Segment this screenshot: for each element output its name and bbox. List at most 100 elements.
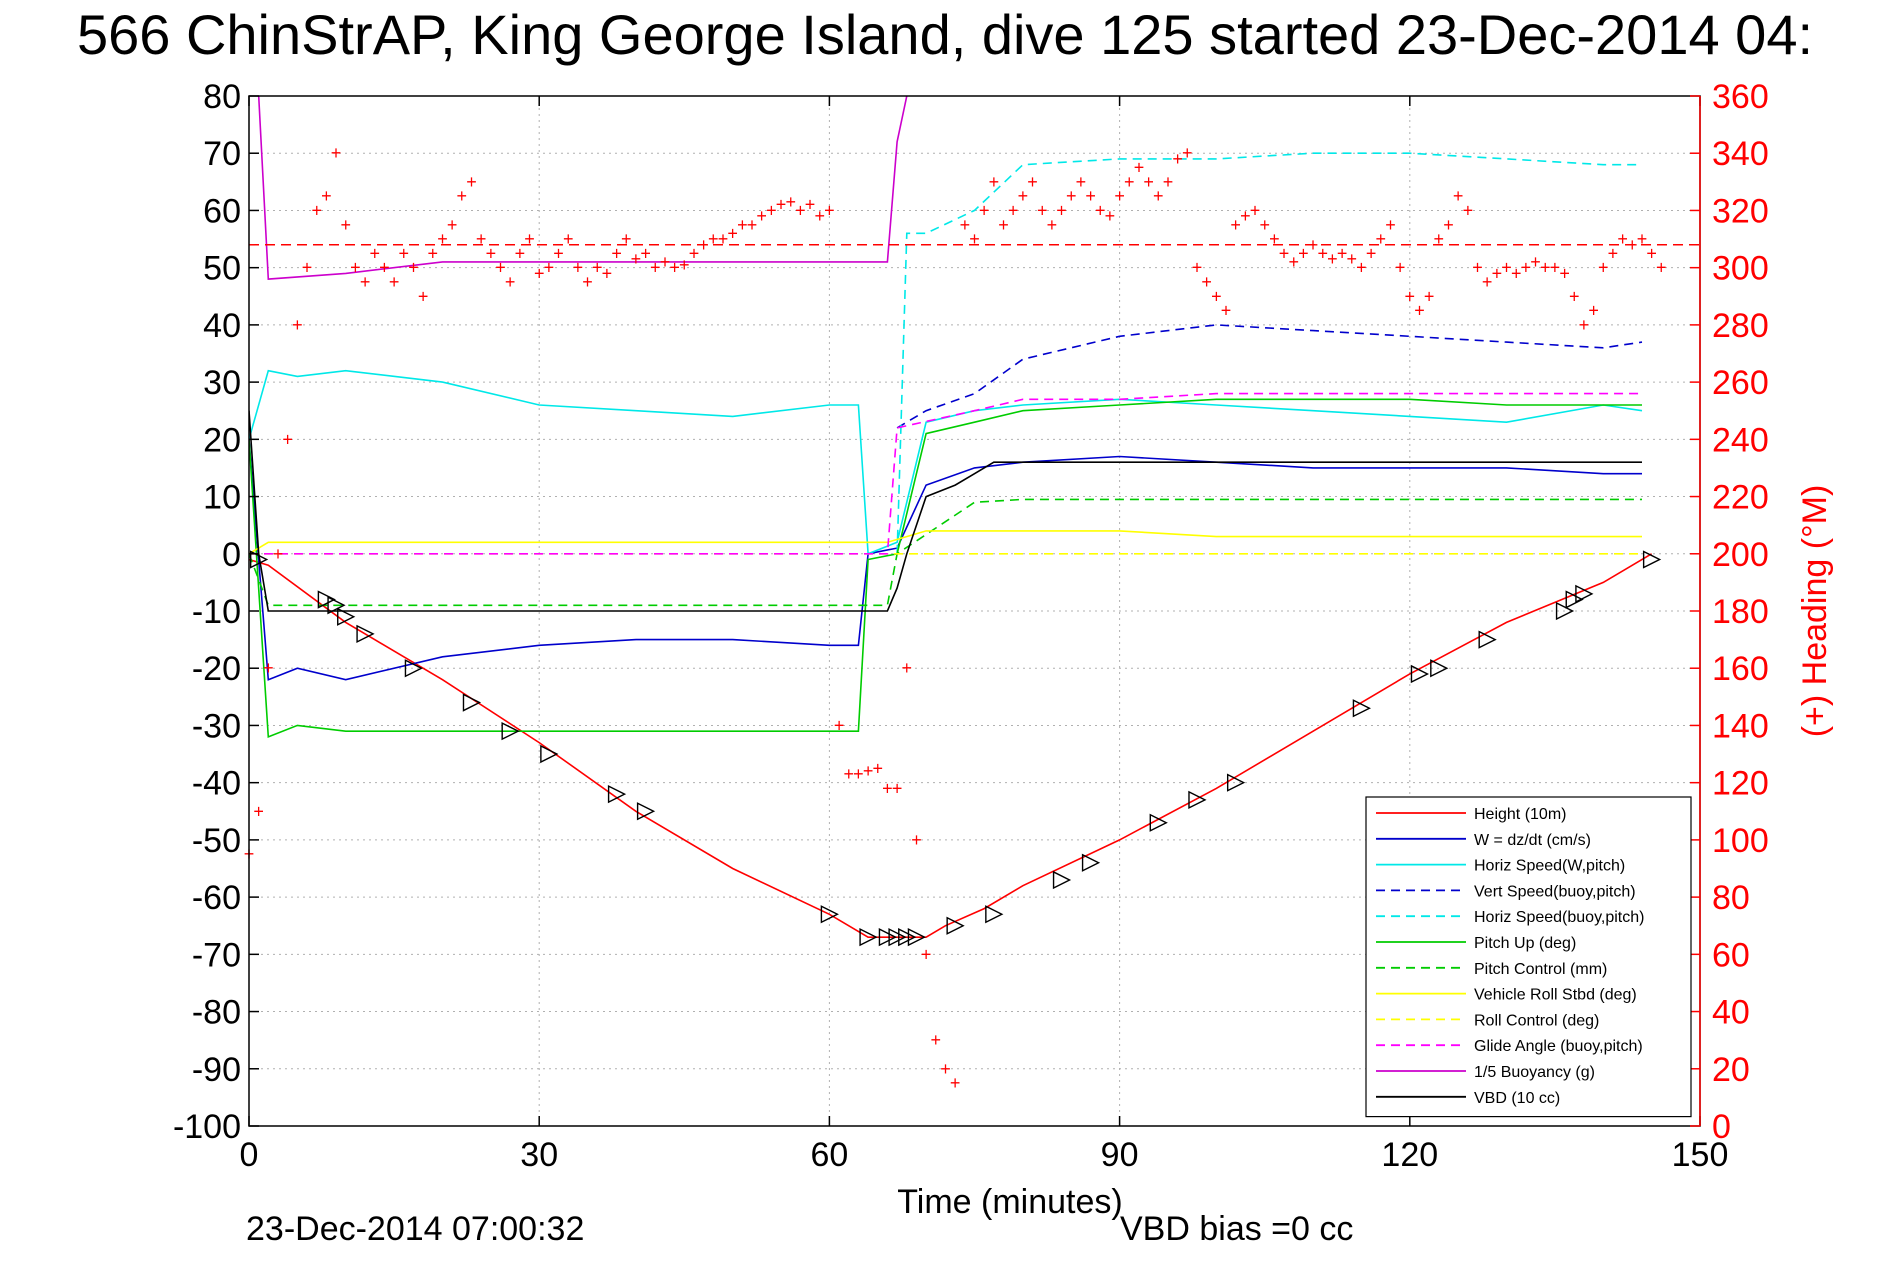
heading-point: + (1424, 286, 1435, 306)
heading-point: + (1327, 249, 1338, 269)
y-left-tick-label: -50 (192, 822, 241, 860)
dive-marker (1555, 601, 1575, 621)
heading-point: + (1143, 172, 1154, 192)
grid-layer (249, 96, 1700, 1126)
legend-label: Height (10m) (1474, 806, 1566, 823)
heading-point: + (960, 215, 971, 235)
heading-point: + (776, 195, 787, 215)
heading-point: + (747, 215, 758, 235)
heading-point: + (1463, 200, 1474, 220)
y-left-tick-label: -100 (173, 1108, 241, 1146)
heading-point: + (1443, 215, 1454, 235)
x-axis-label: Time (minutes) (897, 1183, 1122, 1221)
heading-point: + (1637, 229, 1648, 249)
dive-marker (907, 928, 927, 947)
y-left-tick-label: -20 (192, 650, 241, 688)
y-left-tick-label: -70 (192, 936, 241, 974)
dive-marker (946, 916, 965, 935)
heading-layer: +++++++++++++++++++++++++++++++ ++++++ +++… (244, 143, 1700, 1093)
dive-marker (1565, 590, 1584, 609)
y-right-tick-label: 60 (1712, 936, 1750, 974)
heading-point: + (824, 200, 835, 220)
heading-point: + (1211, 286, 1222, 306)
dive-marker (404, 659, 424, 678)
heading-point: + (1569, 286, 1580, 306)
heading-point: + (399, 243, 410, 263)
heading-point: + (1511, 263, 1522, 283)
heading-point: + (573, 258, 584, 278)
heading-point: + (263, 658, 274, 678)
heading-point: + (447, 215, 458, 235)
heading-point: + (1221, 301, 1232, 321)
heading-point: + (331, 143, 342, 163)
heading-point: + (1018, 186, 1029, 206)
series-line (249, 530, 1642, 555)
dive-marker (317, 590, 336, 609)
heading-point: + (1008, 200, 1019, 220)
y-left-tick-label: 70 (203, 135, 241, 173)
heading-point: + (437, 229, 448, 249)
heading-point: + (311, 200, 322, 220)
heading-point: + (486, 243, 497, 263)
heading-point: + (1579, 315, 1590, 335)
heading-point: + (621, 229, 632, 249)
series-line (249, 398, 1642, 739)
x-tick-label: 120 (1381, 1136, 1438, 1174)
heading-point: + (921, 944, 932, 964)
heading-point: + (253, 801, 264, 821)
dive-marker (1352, 699, 1371, 718)
dive-marker (1081, 853, 1101, 872)
heading-point: + (737, 215, 748, 235)
heading-point: + (660, 252, 671, 272)
heading-point: + (1366, 243, 1377, 263)
y-left-tick-label: -10 (192, 593, 241, 631)
heading-point: + (1163, 172, 1174, 192)
heading-point: + (1559, 263, 1570, 283)
heading-point: + (1385, 215, 1396, 235)
y-left-tick-label: 50 (203, 250, 241, 288)
heading-point: + (1134, 158, 1145, 178)
heading-point: + (1501, 258, 1512, 278)
heading-point: + (1279, 243, 1290, 263)
heading-point: + (1492, 263, 1503, 283)
heading-point: + (340, 215, 351, 235)
y-right-tick-label: 160 (1712, 650, 1769, 688)
heading-point: + (785, 192, 796, 212)
heading-point: + (873, 758, 884, 778)
heading-point: + (1240, 206, 1251, 226)
heading-point: + (1453, 186, 1464, 206)
y-right-tick-label: 100 (1712, 822, 1769, 860)
heading-point: + (515, 243, 526, 263)
legend-label: Pitch Up (deg) (1474, 935, 1576, 952)
y-right-tick-label: 40 (1712, 994, 1750, 1032)
y-right-tick-label: 360 (1712, 78, 1769, 116)
heading-point: + (1617, 229, 1628, 249)
heading-point: + (1085, 186, 1096, 206)
legend-label: Horiz Speed(W,pitch) (1474, 858, 1625, 875)
heading-point: + (853, 764, 864, 784)
y-left-tick-label: -60 (192, 879, 241, 917)
heading-point: + (611, 243, 622, 263)
dive-marker (462, 693, 482, 712)
heading-point: + (1627, 235, 1638, 255)
heading-point: + (689, 243, 700, 263)
heading-point: + (931, 1030, 942, 1050)
dive-marker (985, 905, 1004, 924)
dive-marker (1226, 773, 1246, 792)
heading-point: + (408, 258, 419, 278)
heading-point: + (379, 258, 390, 278)
heading-point: + (602, 263, 613, 283)
heading-point: + (418, 286, 429, 306)
heading-point: + (1201, 272, 1212, 292)
heading-point: + (273, 544, 284, 564)
dive-marker (820, 905, 839, 924)
x-tick-label: 150 (1672, 1136, 1729, 1174)
axis-layer: 0 30 60 90 120 15080706050403020100-10-20-30-… (173, 78, 1769, 1174)
y-left-tick-label: -90 (192, 1051, 241, 1089)
heading-point: + (292, 315, 303, 335)
heading-point: + (679, 255, 690, 275)
dive-marker (1052, 870, 1072, 890)
heading-point: + (1472, 258, 1483, 278)
heading-point: + (698, 235, 709, 255)
y-right-tick-label: 220 (1712, 479, 1769, 517)
